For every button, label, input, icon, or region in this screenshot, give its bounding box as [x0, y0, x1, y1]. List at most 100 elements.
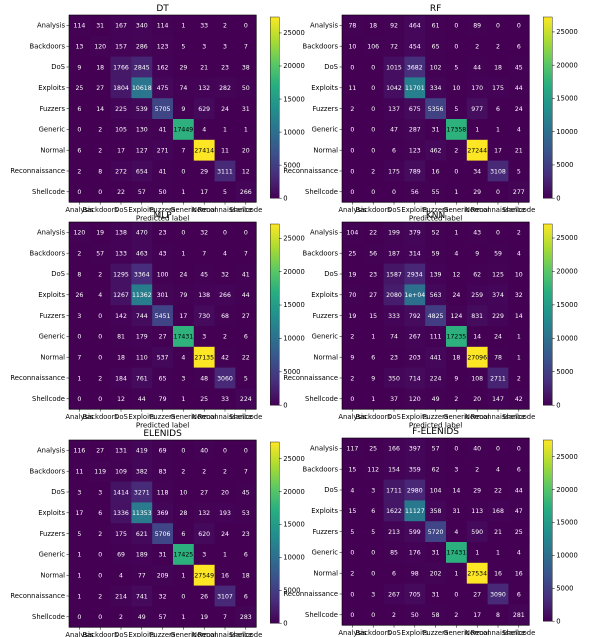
cell-value-label: 117 [346, 446, 358, 453]
cell-value-label: 175 [492, 85, 504, 92]
heatmap-cell [466, 458, 488, 480]
cell-value-label: 120 [73, 230, 85, 237]
heatmap-cell [235, 440, 257, 462]
cell-value-label: 287 [409, 127, 421, 134]
cell-value-label: 0 [98, 573, 102, 580]
cell-value-label: 11353 [132, 510, 152, 517]
cell-value-label: 2 [496, 44, 500, 51]
cell-value-label: 17 [473, 612, 481, 619]
cell-value-label: 0 [350, 591, 354, 598]
heatmap-cell [173, 481, 195, 503]
heatmap-cell [362, 222, 384, 244]
heatmap-cell [131, 544, 153, 566]
heatmap-cell [152, 56, 174, 78]
heatmap-cell [508, 77, 530, 99]
heatmap-cell [425, 604, 447, 626]
cell-value-label: 0 [244, 448, 248, 455]
cell-value-label: 730 [198, 313, 210, 320]
cell-value-label: 1 [77, 375, 81, 382]
colorbar-tick-label: 20000 [283, 488, 305, 496]
x-tick-label: Fuzzers [423, 413, 449, 421]
heatmap-cell [193, 222, 215, 244]
heatmap-cell [466, 181, 488, 203]
cell-value-label: 0 [98, 189, 102, 196]
heatmap-cell [446, 119, 468, 141]
chart-title: F-ELENIDS [412, 427, 459, 437]
cell-value-label: 0 [350, 612, 354, 619]
x-tick-label: Generic [170, 206, 197, 214]
cell-value-label: 78 [348, 23, 356, 30]
heatmap-cell [110, 263, 132, 285]
heatmap-cell [110, 544, 132, 566]
cell-value-label: 25 [200, 396, 208, 403]
heatmap-cell [466, 242, 488, 264]
cell-value-label: 3 [77, 489, 81, 496]
cell-value-label: 17 [179, 313, 187, 320]
y-tick-label: Backdoors [303, 465, 339, 473]
heatmap-cell [404, 479, 426, 501]
cell-value-label: 17235 [447, 334, 467, 341]
cell-value-label: 5 [77, 531, 81, 538]
cell-value-label: 6 [392, 571, 396, 578]
heatmap-cell [110, 388, 132, 410]
cell-value-label: 229 [492, 313, 504, 320]
heatmap-cell [487, 521, 509, 543]
cell-value-label: 18 [96, 64, 104, 71]
heatmap-cell [173, 326, 195, 348]
cell-value-label: 14 [452, 487, 460, 494]
heatmap-cell [487, 242, 509, 264]
heatmap-cell [446, 604, 468, 626]
cell-value-label: 106 [367, 44, 379, 51]
x-tick-label: Normal [192, 413, 217, 421]
heatmap-cell [152, 367, 174, 389]
heatmap-cell [131, 181, 153, 203]
colorbar-tick-label: 15000 [556, 301, 578, 309]
heatmap-cell [173, 98, 195, 120]
cell-value-label: 21 [200, 64, 208, 71]
y-tick-label: Fuzzers [313, 105, 339, 113]
heatmap-cell [508, 479, 530, 501]
heatmap-cell [362, 98, 384, 120]
heatmap-cell [214, 305, 236, 327]
colorbar-tick-label: 5000 [556, 161, 573, 169]
cell-value-label: 0 [77, 127, 81, 134]
cell-value-label: 3090 [490, 591, 506, 598]
heatmap-cell [152, 460, 174, 482]
heatmap-cell [342, 77, 364, 99]
heatmap-cell [110, 139, 132, 161]
cell-value-label: 120 [94, 44, 106, 51]
heatmap-cell [69, 585, 91, 607]
cell-value-label: 5 [244, 375, 248, 382]
cell-value-label: 25 [75, 85, 83, 92]
heatmap-cell [466, 98, 488, 120]
chart-title: ELENIDS [143, 429, 182, 439]
colorbar-tick-label: 15000 [556, 519, 578, 527]
colorbar-tick-label: 15000 [283, 521, 305, 529]
heatmap-cell [152, 15, 174, 37]
cell-value-label: 167 [115, 23, 127, 30]
cell-value-label: 59 [432, 251, 440, 258]
heatmap-cell [173, 367, 195, 389]
x-tick-label: DoS [114, 206, 128, 214]
cell-value-label: 170 [471, 85, 483, 92]
x-tick-label: Analysis [338, 629, 366, 637]
heatmap-cell [425, 77, 447, 99]
cell-value-label: 17 [200, 189, 208, 196]
x-tick-label: Fuzzers [150, 631, 176, 637]
cell-value-label: 56 [369, 251, 377, 258]
heatmap-cell [362, 562, 384, 584]
cell-value-label: 16 [494, 571, 502, 578]
heatmap-cell [193, 305, 215, 327]
heatmap-cell [342, 583, 364, 605]
colorbar-tick-label: 5000 [556, 584, 573, 592]
cell-value-label: 0 [223, 230, 227, 237]
cell-value-label: 125 [492, 271, 504, 278]
heatmap-cell [110, 15, 132, 37]
cell-value-label: 4 [517, 127, 521, 134]
cell-value-label: 441 [430, 355, 442, 362]
heatmap-cell [404, 438, 426, 460]
heatmap-cell [214, 388, 236, 410]
cell-value-label: 0 [517, 23, 521, 30]
y-tick-label: Reconnaissance [283, 167, 338, 175]
cell-value-label: 0 [496, 23, 500, 30]
